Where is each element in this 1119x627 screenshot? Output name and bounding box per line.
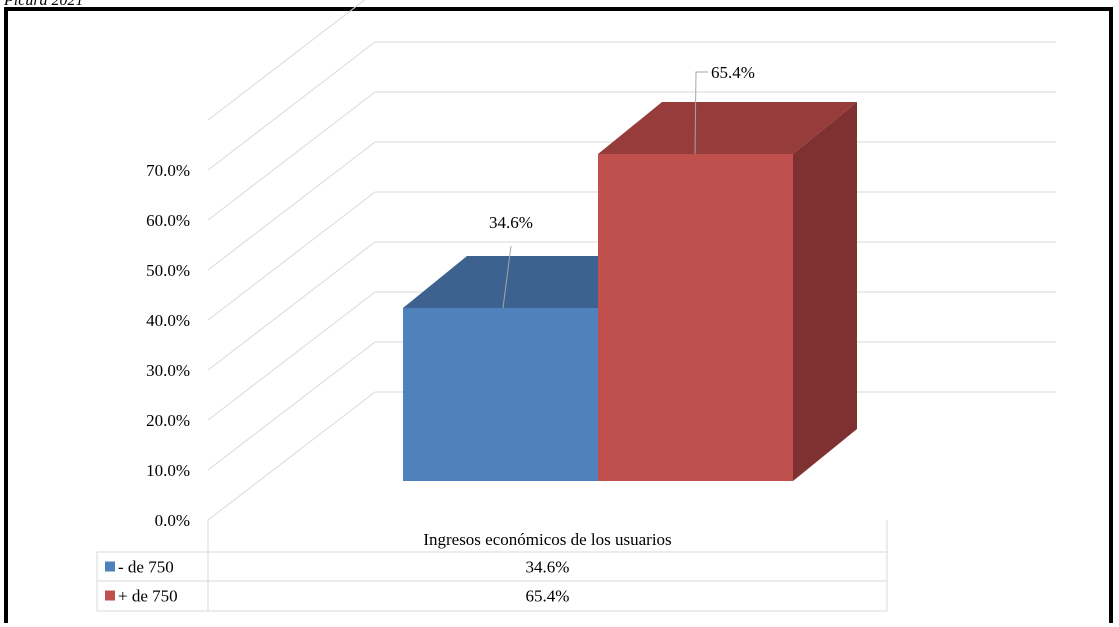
legend-key-swatch <box>105 561 115 572</box>
data-table-header: Ingresos económicos de los usuarios <box>423 530 671 549</box>
bar-side-face <box>793 102 857 481</box>
side-gridline <box>207 141 376 271</box>
side-gridline <box>207 91 376 221</box>
side-gridline <box>207 391 376 521</box>
data-table: Ingresos económicos de los usuarios - de… <box>96 520 888 612</box>
data-label: 34.6% <box>489 213 533 232</box>
side-gridline <box>207 241 376 371</box>
data-table-value: 65.4% <box>526 587 570 606</box>
chart-frame <box>4 7 1113 623</box>
y-tick-label: 10.0% <box>146 461 190 480</box>
side-gridline <box>207 191 376 321</box>
bars <box>403 102 857 481</box>
y-axis-labels: 0.0% 10.0% 20.0% 30.0% 40.0% 50.0% 60.0% 70.0% <box>146 161 190 530</box>
side-gridline <box>207 41 376 171</box>
y-tick-label: 20.0% <box>146 411 190 430</box>
side-gridline <box>207 341 376 471</box>
legend-key-swatch <box>105 590 115 601</box>
legend-key-label: + de 750 <box>118 587 178 606</box>
bar-front-face <box>403 308 598 481</box>
y-tick-label: 50.0% <box>146 261 190 280</box>
y-tick-label: 0.0% <box>155 511 190 530</box>
data-labels: 34.6% 65.4% <box>489 63 755 309</box>
y-tick-label: 30.0% <box>146 361 190 380</box>
legend-key-label: - de 750 <box>118 558 174 577</box>
figure-caption: Picura 2021 <box>4 0 84 9</box>
y-tick-label: 70.0% <box>146 161 190 180</box>
leader-line <box>502 245 512 309</box>
side-gridline <box>207 0 366 121</box>
leader-line <box>694 71 708 155</box>
data-label: 65.4% <box>711 63 755 82</box>
y-tick-label: 40.0% <box>146 311 190 330</box>
y-tick-label: 60.0% <box>146 211 190 230</box>
bar-front-face <box>598 154 793 481</box>
bar-top-face <box>403 256 662 308</box>
bar-top-face <box>598 102 857 154</box>
side-gridline <box>207 291 376 421</box>
data-table-value: 34.6% <box>526 558 570 577</box>
